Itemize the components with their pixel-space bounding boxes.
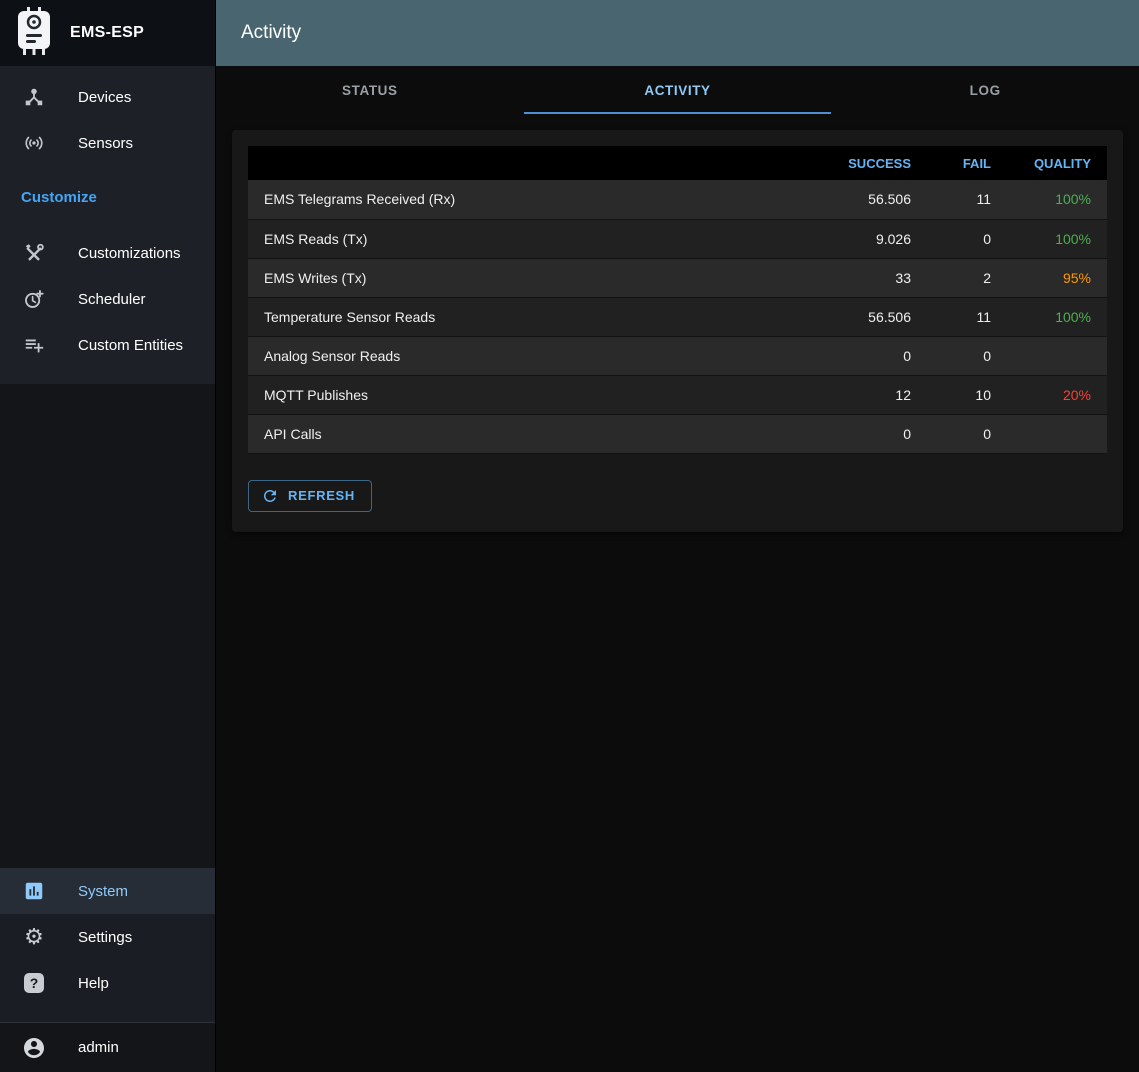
sidebar-user[interactable]: admin [0, 1023, 215, 1072]
refresh-button[interactable]: REFRESH [248, 479, 373, 512]
tab-activity[interactable]: ACTIVITY [523, 66, 832, 114]
refresh-button-label: REFRESH [288, 488, 356, 503]
metric-name: EMS Telegrams Received (Rx) [248, 180, 817, 220]
sidebar-divider [0, 1022, 215, 1023]
table-row: EMS Telegrams Received (Rx) 56.506 11 10… [248, 180, 1107, 220]
sidebar-item-label: Scheduler [78, 290, 146, 308]
refresh-icon [261, 487, 279, 505]
metric-quality: 100% [1007, 180, 1107, 220]
metric-fail: 10 [927, 375, 1007, 415]
sidebar-item-sensors[interactable]: Sensors [0, 120, 215, 166]
metric-name: Analog Sensor Reads [248, 336, 817, 376]
sidebar-bottom-menu: System ⚙ Settings ? Help [0, 868, 215, 1022]
tab-status[interactable]: STATUS [342, 82, 398, 98]
gear-icon: ⚙ [24, 924, 44, 949]
metric-name: Temperature Sensor Reads [248, 297, 817, 337]
table-row: EMS Writes (Tx) 33 2 95% [248, 258, 1107, 298]
sidebar-item-help[interactable]: ? Help [0, 960, 215, 1006]
sidebar-item-label: Settings [78, 928, 133, 946]
metric-quality: 95% [1007, 258, 1107, 298]
customize-section-header: Customize [21, 189, 97, 206]
metric-fail: 11 [927, 297, 1007, 337]
column-header-quality: QUALITY [1007, 146, 1107, 180]
help-icon: ? [22, 971, 46, 995]
clock-plus-icon [22, 287, 46, 311]
sensors-icon [22, 131, 46, 155]
sidebar-item-custom-entities[interactable]: Custom Entities [0, 322, 215, 368]
sidebar-item-label: System [78, 882, 129, 900]
construction-icon [22, 241, 46, 265]
playlist-add-icon [22, 333, 46, 357]
metric-quality [1007, 414, 1107, 454]
metric-success: 33 [817, 258, 927, 298]
column-header-success: SUCCESS [817, 146, 927, 180]
metric-quality [1007, 336, 1107, 376]
sidebar-item-label: Customizations [78, 244, 181, 262]
metric-name: API Calls [248, 414, 817, 454]
device-hub-icon [22, 85, 46, 109]
metric-success: 0 [817, 336, 927, 376]
sidebar: EMS-ESP Devices Se [0, 0, 216, 1072]
metric-success: 56.506 [817, 297, 927, 337]
sidebar-item-label: Sensors [78, 134, 134, 152]
sidebar-item-customizations[interactable]: Customizations [0, 230, 215, 276]
sidebar-spacer [0, 384, 215, 868]
sidebar-item-system[interactable]: System [0, 868, 215, 914]
main-area: Activity STATUS ACTIVITY LOG SUCCESS FAI… [216, 0, 1139, 1072]
metric-quality: 20% [1007, 375, 1107, 415]
metric-fail: 0 [927, 219, 1007, 259]
metric-fail: 11 [927, 180, 1007, 220]
column-header-name [248, 146, 817, 180]
table-row: EMS Reads (Tx) 9.026 0 100% [248, 219, 1107, 259]
sidebar-item-label: Help [78, 974, 109, 992]
sidebar-header: EMS-ESP [0, 0, 215, 66]
table-header-row: SUCCESS FAIL QUALITY [248, 146, 1107, 180]
ems-esp-logo-icon [14, 6, 54, 60]
metric-success: 9.026 [817, 219, 927, 259]
table-row: API Calls 0 0 [248, 414, 1107, 454]
sidebar-item-label: Devices [78, 88, 132, 106]
app-title: EMS-ESP [70, 24, 145, 41]
metric-quality: 100% [1007, 219, 1107, 259]
sidebar-item-settings[interactable]: ⚙ Settings [0, 914, 215, 960]
table-row: MQTT Publishes 12 10 20% [248, 375, 1107, 415]
metric-quality: 100% [1007, 297, 1107, 337]
sidebar-item-label: Custom Entities [78, 336, 184, 354]
account-circle-icon [22, 1036, 46, 1060]
sidebar-item-devices[interactable]: Devices [0, 74, 215, 120]
sidebar-item-scheduler[interactable]: Scheduler [0, 276, 215, 322]
metric-name: EMS Writes (Tx) [248, 258, 817, 298]
column-header-fail: FAIL [927, 146, 1007, 180]
sidebar-main-menu: Devices Sensors Customize [0, 66, 215, 384]
metric-success: 0 [817, 414, 927, 454]
activity-table: SUCCESS FAIL QUALITY EMS Telegrams Recei… [248, 146, 1107, 454]
table-row: Analog Sensor Reads 0 0 [248, 336, 1107, 376]
activity-card: SUCCESS FAIL QUALITY EMS Telegrams Recei… [232, 130, 1123, 532]
analytics-icon [22, 879, 46, 903]
content-area: SUCCESS FAIL QUALITY EMS Telegrams Recei… [216, 114, 1139, 1072]
metric-success: 56.506 [817, 180, 927, 220]
metric-fail: 0 [927, 336, 1007, 376]
tab-log[interactable]: LOG [969, 82, 1001, 98]
metric-name: MQTT Publishes [248, 375, 817, 415]
metric-fail: 2 [927, 258, 1007, 298]
appbar: Activity [216, 0, 1139, 66]
tab-bar: STATUS ACTIVITY LOG [216, 66, 1139, 114]
metric-name: EMS Reads (Tx) [248, 219, 817, 259]
page-title: Activity [241, 22, 302, 43]
metric-success: 12 [817, 375, 927, 415]
metric-fail: 0 [927, 414, 1007, 454]
user-label: admin [78, 1039, 119, 1056]
table-row: Temperature Sensor Reads 56.506 11 100% [248, 297, 1107, 337]
